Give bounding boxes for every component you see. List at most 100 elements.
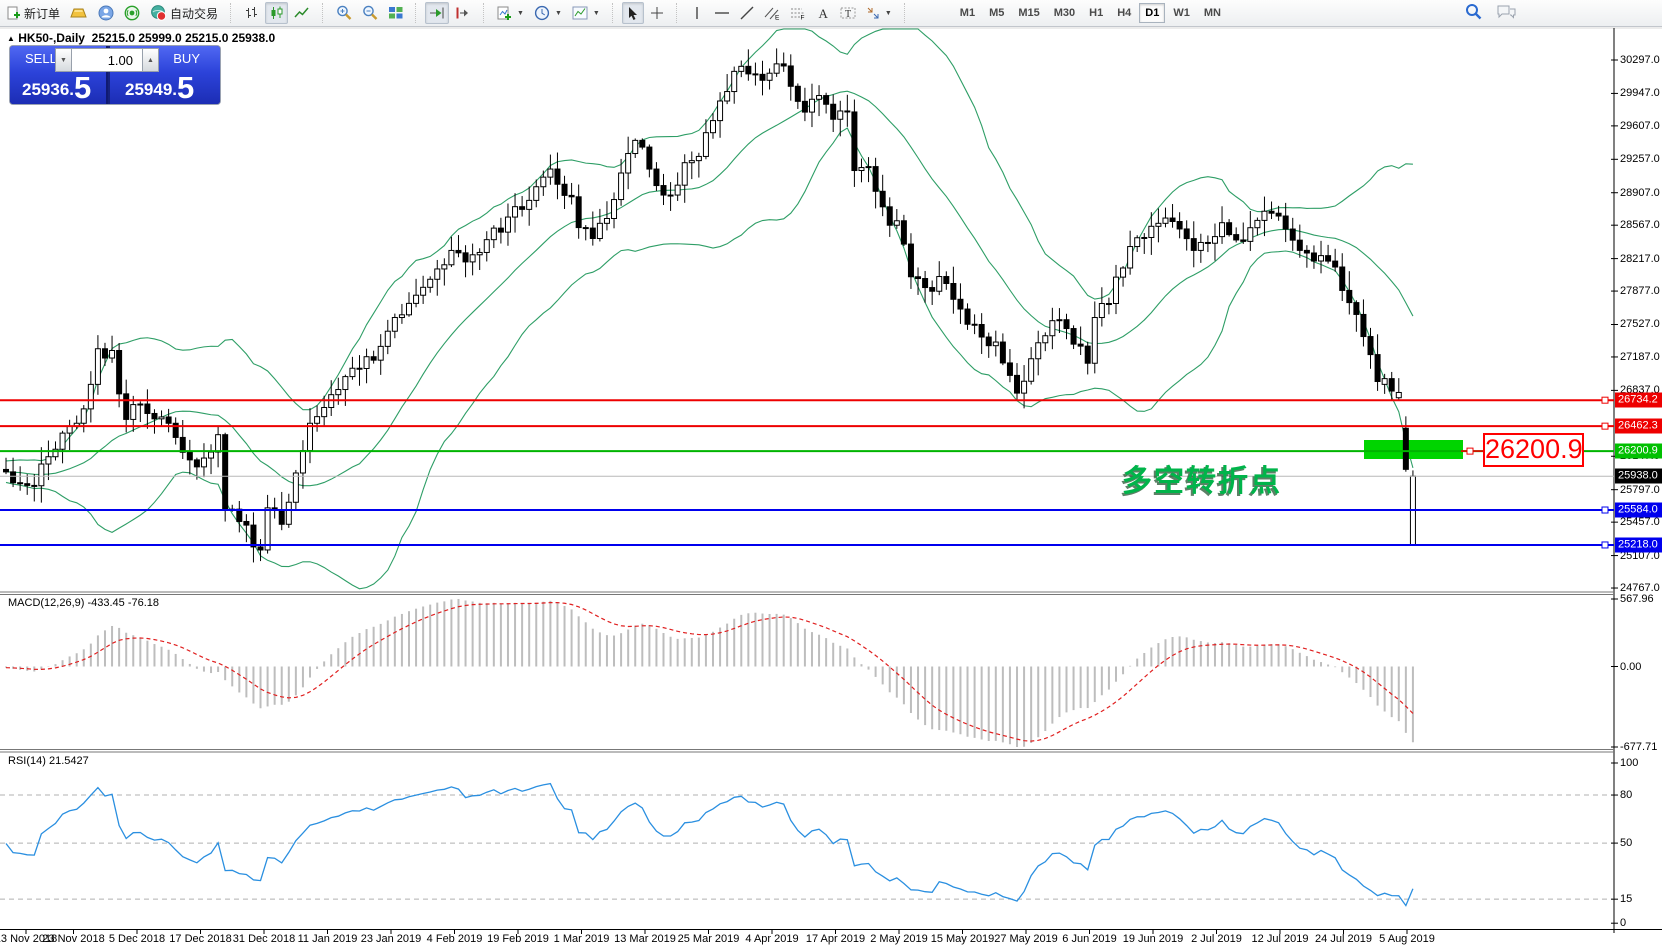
signals-button[interactable] bbox=[120, 2, 144, 24]
crosshair-button[interactable] bbox=[646, 2, 668, 24]
hosting-icon bbox=[98, 5, 114, 21]
chat-icon[interactable] bbox=[1496, 4, 1516, 20]
dropdown-caret: ▼ bbox=[554, 9, 562, 17]
auto-trading-button[interactable]: 自动交易 bbox=[146, 2, 222, 24]
dropdown-caret: ▼ bbox=[517, 9, 524, 17]
gold-icon bbox=[70, 8, 87, 18]
chart-shift-button[interactable] bbox=[451, 2, 475, 24]
timeframe-m30[interactable]: M30 bbox=[1053, 7, 1076, 19]
new-order-button[interactable]: 新订单 bbox=[3, 2, 64, 24]
vertical-line-button[interactable] bbox=[686, 2, 708, 24]
volume-input[interactable]: 1.00 bbox=[72, 48, 142, 72]
volume-control: ▼ 1.00 ▲ bbox=[55, 48, 159, 72]
text-button[interactable]: A bbox=[812, 2, 834, 24]
crosshair-icon bbox=[650, 7, 663, 19]
sell-button[interactable]: SELL 25936. 5 bbox=[10, 46, 108, 104]
new-order-icon bbox=[7, 6, 20, 20]
arrows-button[interactable]: ▼ bbox=[862, 2, 896, 24]
chart-title: ▲ HK50-,Daily 25215.0 25999.0 25215.0 25… bbox=[7, 31, 275, 45]
trendline-icon bbox=[740, 6, 754, 20]
buy-price-pips: 5 bbox=[177, 70, 195, 104]
sell-price: 25936. 5 bbox=[22, 72, 91, 103]
horizontal-line-icon bbox=[714, 12, 729, 14]
candlestick-button[interactable] bbox=[265, 2, 289, 24]
timeframe-h1[interactable]: H1 bbox=[1089, 7, 1104, 19]
timeframe-group: M1 M5 M15 M30 H1 H4 D1 W1 MN bbox=[954, 3, 1227, 23]
zoom-in-button[interactable] bbox=[332, 2, 356, 24]
dropdown-caret: ▼ bbox=[592, 9, 600, 17]
timeframe-m15[interactable]: M15 bbox=[1018, 7, 1040, 19]
volume-increase-button[interactable]: ▲ bbox=[142, 48, 159, 72]
hosting-button[interactable] bbox=[94, 2, 118, 24]
svg-text:T: T bbox=[845, 9, 851, 20]
zoom-in-icon bbox=[337, 5, 352, 20]
periods-button[interactable]: ▼ bbox=[530, 2, 566, 24]
buy-price-main: 25949 bbox=[125, 80, 173, 99]
channel-icon: E bbox=[764, 7, 780, 21]
fibonacci-icon: F bbox=[790, 8, 805, 21]
channel-button[interactable]: E bbox=[760, 2, 784, 24]
auto-trading-icon bbox=[151, 5, 167, 21]
timeframe-d1[interactable]: D1 bbox=[1139, 3, 1166, 23]
chart-ohlc: 25215.0 25999.0 25215.0 25938.0 bbox=[91, 31, 276, 45]
text-label-button[interactable]: T bbox=[836, 2, 860, 24]
auto-scroll-button[interactable] bbox=[425, 2, 450, 24]
chart-symbol: HK50-,Daily bbox=[18, 31, 85, 45]
buy-label: BUY bbox=[173, 51, 200, 66]
sell-price-main: 25936 bbox=[22, 80, 70, 99]
buy-price-dot: . bbox=[172, 80, 178, 99]
svg-text:A: A bbox=[818, 6, 828, 20]
one-click-trading-panel: SELL 25936. 5 BUY 25949. 5 ▼ 1.00 ▲ bbox=[10, 46, 220, 104]
separator bbox=[483, 3, 487, 23]
new-order-label: 新订单 bbox=[24, 6, 61, 21]
volume-decrease-button[interactable]: ▼ bbox=[55, 48, 72, 72]
text-icon: A bbox=[818, 6, 828, 20]
gold-button[interactable] bbox=[66, 2, 92, 24]
text-label-icon: T bbox=[840, 7, 856, 20]
separator bbox=[611, 3, 616, 23]
price-callout-label[interactable]: 26200.9 bbox=[1483, 433, 1584, 467]
signals-icon bbox=[124, 5, 140, 21]
vertical-line-icon bbox=[696, 7, 698, 19]
timeframe-m5[interactable]: M5 bbox=[989, 7, 1005, 19]
sell-price-dot: . bbox=[69, 80, 75, 99]
symbol-triangle-icon: ▲ bbox=[7, 34, 15, 43]
zoom-out-icon bbox=[363, 5, 378, 20]
timeframe-h4[interactable]: H4 bbox=[1117, 7, 1132, 19]
zoom-out-button[interactable] bbox=[358, 2, 382, 24]
indicators-icon bbox=[497, 6, 512, 20]
candlestick-icon bbox=[271, 6, 283, 19]
template-button[interactable]: ▼ bbox=[568, 2, 604, 24]
search-icon[interactable] bbox=[1465, 3, 1482, 20]
separator bbox=[230, 3, 234, 23]
indicators-button[interactable]: ▼ bbox=[493, 2, 528, 24]
svg-text:E: E bbox=[775, 15, 780, 21]
svg-text:F: F bbox=[800, 15, 804, 21]
cursor-button[interactable] bbox=[621, 2, 644, 24]
trendline-button[interactable] bbox=[736, 2, 758, 24]
arrows-icon bbox=[867, 7, 879, 19]
cursor-icon bbox=[628, 7, 637, 20]
timeframe-m1[interactable]: M1 bbox=[959, 7, 976, 19]
line-chart-button[interactable] bbox=[290, 2, 314, 24]
separator bbox=[675, 3, 680, 23]
auto-trading-label: 自动交易 bbox=[170, 6, 219, 21]
timeframe-w1[interactable]: W1 bbox=[1173, 7, 1190, 19]
tile-windows-button[interactable] bbox=[384, 2, 407, 24]
separator bbox=[415, 3, 419, 23]
bar-chart-button[interactable] bbox=[240, 2, 263, 24]
periods-icon bbox=[534, 5, 550, 21]
fibonacci-button[interactable]: F bbox=[786, 2, 810, 24]
dropdown-caret: ▼ bbox=[884, 9, 892, 17]
buy-price: 25949. 5 bbox=[125, 70, 195, 104]
bar-chart-icon bbox=[246, 7, 258, 18]
timeframe-mn[interactable]: MN bbox=[1203, 7, 1221, 19]
separator bbox=[903, 3, 908, 23]
chart-shift-icon bbox=[456, 7, 469, 19]
pivot-annotation[interactable]: 多空转折点 bbox=[1122, 465, 1282, 498]
line-chart-icon bbox=[294, 7, 309, 18]
toolbar-right bbox=[1465, 3, 1516, 20]
horizontal-line-button[interactable] bbox=[710, 2, 734, 24]
